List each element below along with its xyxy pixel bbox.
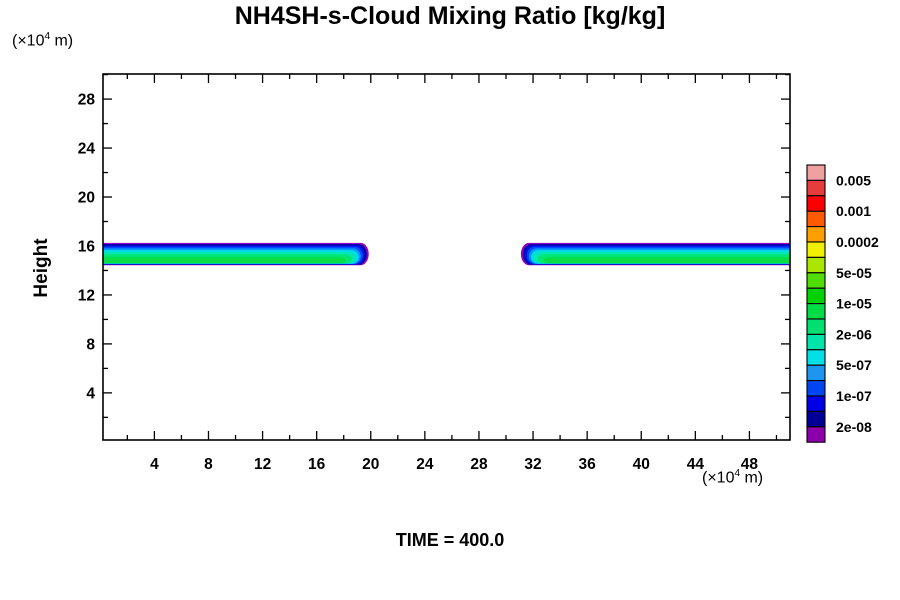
- colorbar-swatch: [806, 256, 826, 274]
- y-unit-exponent: 4: [44, 31, 51, 42]
- y-tick-label: 20: [78, 190, 95, 207]
- colorbar-swatch: [806, 410, 826, 428]
- y-axis-title: Height: [31, 238, 52, 298]
- cloud-band-layer: [543, 257, 790, 264]
- colorbar-swatch: [806, 303, 826, 320]
- x-tick-label: 8: [204, 456, 213, 473]
- y-tick-label: 8: [86, 336, 95, 353]
- x-axis-unit-label: (×104 m): [702, 468, 763, 487]
- colorbar-swatch: [806, 210, 826, 228]
- y-tick-label: 12: [78, 287, 95, 304]
- x-tick-label: 40: [633, 456, 650, 473]
- colorbar-swatch: [806, 195, 826, 212]
- colorbar-label: 2e-06: [836, 326, 872, 342]
- page-title: NH4SH-s-Cloud Mixing Ratio [kg/kg]: [234, 2, 666, 30]
- colorbar-label: 0.001: [836, 203, 871, 219]
- x-tick-label: 48: [741, 456, 759, 473]
- y-tick-label: 16: [78, 238, 96, 255]
- x-tick-label: 12: [254, 456, 271, 473]
- colorbar-swatch: [806, 287, 826, 305]
- colorbar-swatch: [806, 364, 826, 382]
- colorbar-label: 5e-05: [836, 265, 872, 281]
- y-axis-unit-label: (×104 m): [12, 31, 73, 50]
- colorbar-swatch: [806, 179, 826, 197]
- x-tick-label: 20: [362, 456, 379, 473]
- x-tick-label: 24: [416, 456, 434, 473]
- y-tick-label: 4: [86, 385, 95, 402]
- y-tick-label: 28: [78, 92, 96, 109]
- x-tick-label: 32: [524, 456, 541, 473]
- colorbar-swatch: [806, 395, 826, 412]
- colorbar-label: 0.0002: [836, 234, 879, 250]
- colorbar-swatch: [806, 380, 826, 397]
- colorbar-label: 1e-07: [836, 388, 872, 404]
- colorbar-label: 1e-05: [836, 296, 872, 312]
- colorbar-swatch: [806, 318, 826, 335]
- colorbar-swatch: [806, 226, 826, 243]
- x-tick-label: 16: [308, 456, 326, 473]
- x-tick-label: 4: [150, 456, 159, 473]
- x-tick-label: 44: [687, 456, 705, 473]
- colorbar-swatch: [806, 241, 826, 258]
- x-tick-label: 36: [579, 456, 597, 473]
- colorbar-swatch: [806, 164, 826, 181]
- colorbar-label: 2e-08: [836, 419, 872, 435]
- colorbar-swatch: [806, 349, 826, 366]
- plot-frame: [102, 73, 791, 441]
- colorbar-swatch: [806, 272, 826, 289]
- colorbar-label: 0.005: [836, 172, 871, 188]
- y-unit-suffix: m): [50, 32, 74, 50]
- x-unit-suffix: m): [740, 469, 764, 487]
- colorbar-swatch: [806, 333, 826, 351]
- y-unit-prefix: (×10: [12, 32, 45, 50]
- x-tick-label: 28: [470, 456, 488, 473]
- x-unit-exponent: 4: [734, 468, 741, 479]
- cloud-band-layer: [103, 257, 346, 264]
- colorbar-swatch: [806, 426, 826, 443]
- y-tick-label: 24: [78, 141, 96, 158]
- x-unit-prefix: (×10: [702, 469, 735, 487]
- colorbar-label: 5e-07: [836, 357, 872, 373]
- time-label: TIME = 400.0: [395, 530, 505, 550]
